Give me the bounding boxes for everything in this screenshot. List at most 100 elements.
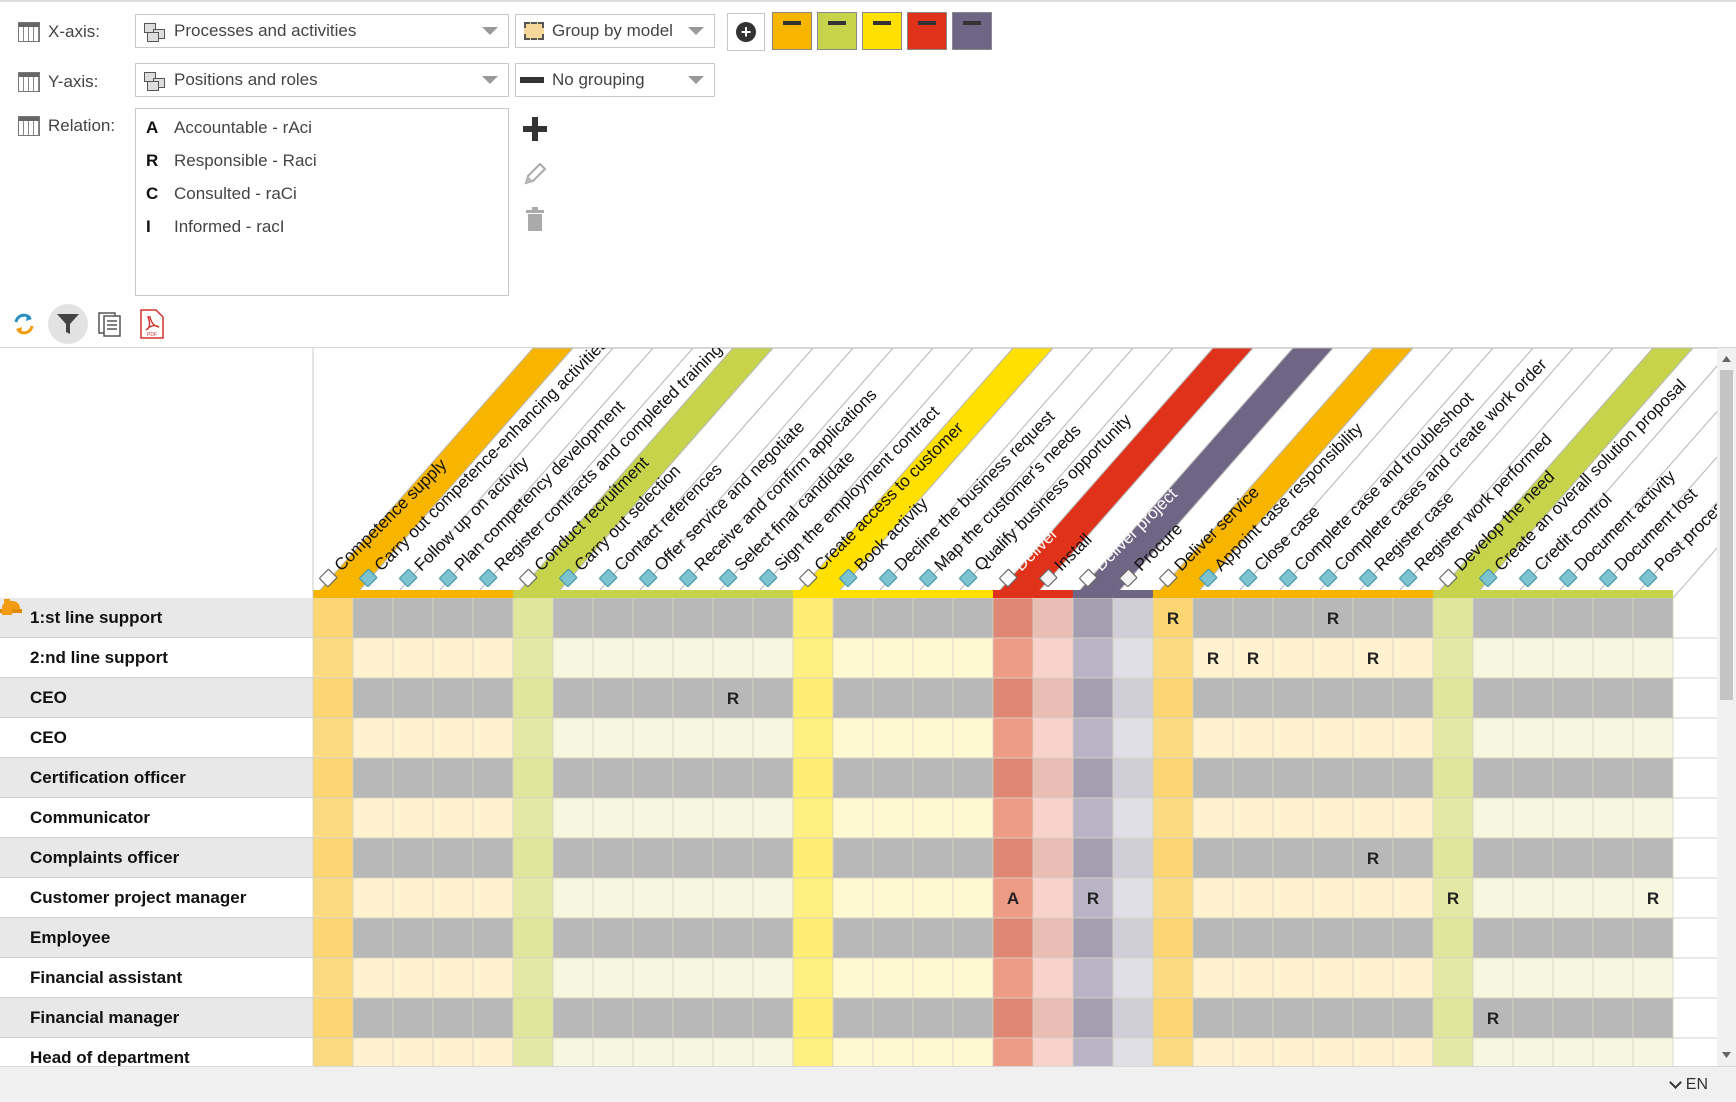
matrix-cell[interactable] — [752, 997, 794, 1039]
matrix-cell[interactable] — [1552, 598, 1594, 639]
matrix-cell[interactable] — [1032, 717, 1074, 759]
matrix-cell[interactable] — [752, 1037, 794, 1066]
matrix-cell[interactable] — [792, 717, 834, 759]
matrix-cell[interactable] — [512, 917, 554, 959]
matrix-cell[interactable] — [1392, 997, 1434, 1039]
color-swatch-red[interactable] — [907, 12, 947, 50]
matrix-cell[interactable] — [1272, 837, 1314, 879]
color-swatch-yellow[interactable] — [862, 12, 902, 50]
matrix-cell[interactable] — [672, 598, 714, 639]
matrix-cell[interactable] — [1472, 957, 1514, 999]
matrix-cell[interactable] — [1312, 797, 1354, 839]
matrix-cell[interactable] — [1312, 1037, 1354, 1066]
matrix-cell[interactable] — [472, 917, 514, 959]
matrix-cell[interactable] — [632, 598, 674, 639]
matrix-cell[interactable] — [1432, 757, 1474, 799]
matrix-cell[interactable] — [592, 717, 634, 759]
matrix-cell[interactable] — [912, 877, 954, 919]
matrix-cell[interactable] — [792, 957, 834, 999]
matrix-cell[interactable] — [392, 1037, 434, 1066]
matrix-cell[interactable] — [1192, 797, 1234, 839]
matrix-cell[interactable] — [392, 837, 434, 879]
matrix-cell[interactable] — [672, 917, 714, 959]
matrix-cell[interactable] — [1312, 837, 1354, 879]
matrix-cell[interactable] — [952, 877, 994, 919]
matrix-cell[interactable] — [1232, 837, 1274, 879]
matrix-cell[interactable] — [1432, 598, 1474, 639]
matrix-cell[interactable] — [592, 917, 634, 959]
matrix-cell[interactable] — [912, 957, 954, 999]
matrix-cell[interactable] — [512, 677, 554, 719]
matrix-cell[interactable] — [392, 757, 434, 799]
matrix-cell[interactable] — [1152, 837, 1194, 879]
matrix-cell[interactable] — [952, 997, 994, 1039]
matrix-cell[interactable] — [1432, 717, 1474, 759]
matrix-cell[interactable] — [952, 797, 994, 839]
matrix-cell[interactable] — [952, 637, 994, 679]
matrix-cell[interactable] — [1032, 957, 1074, 999]
matrix-cell[interactable] — [832, 837, 874, 879]
row-label[interactable]: Customer project manager — [0, 601, 313, 918]
matrix-cell[interactable] — [1152, 997, 1194, 1039]
row-label[interactable]: Head of department — [0, 599, 313, 1066]
matrix-cell[interactable] — [1192, 598, 1234, 639]
matrix-cell[interactable] — [1152, 757, 1194, 799]
matrix-cell[interactable] — [352, 677, 394, 719]
matrix-cell[interactable] — [992, 917, 1034, 959]
relation-item[interactable]: I Informed - racI — [146, 217, 285, 236]
matrix-cell[interactable] — [1472, 797, 1514, 839]
matrix-cell[interactable] — [1512, 1037, 1554, 1066]
matrix-cell[interactable] — [1032, 637, 1074, 679]
matrix-cell[interactable] — [392, 957, 434, 999]
matrix-cell[interactable] — [512, 797, 554, 839]
matrix-cell[interactable] — [1232, 997, 1274, 1039]
matrix-cell[interactable] — [512, 637, 554, 679]
matrix-cell[interactable] — [312, 917, 354, 959]
matrix-cell[interactable] — [1472, 637, 1514, 679]
matrix-cell[interactable] — [712, 837, 754, 879]
matrix-cell[interactable] — [1392, 637, 1434, 679]
matrix-cell[interactable] — [1312, 997, 1354, 1039]
matrix-cell[interactable] — [392, 677, 434, 719]
matrix-cell[interactable] — [1472, 837, 1514, 879]
matrix-cell[interactable] — [752, 917, 794, 959]
matrix-cell[interactable] — [952, 717, 994, 759]
matrix-cell[interactable] — [1352, 837, 1394, 879]
matrix-cell[interactable] — [312, 757, 354, 799]
matrix-cell[interactable] — [872, 598, 914, 639]
add-relation-button[interactable] — [520, 114, 550, 144]
filter-button[interactable] — [48, 304, 88, 344]
matrix-cell[interactable] — [432, 757, 474, 799]
matrix-cell[interactable] — [1472, 1037, 1514, 1066]
matrix-cell[interactable] — [552, 1037, 594, 1066]
matrix-cell[interactable] — [1112, 837, 1154, 879]
matrix-cell[interactable] — [1112, 877, 1154, 919]
matrix-cell[interactable] — [1432, 917, 1474, 959]
matrix-cell[interactable] — [672, 797, 714, 839]
matrix-cell[interactable] — [912, 717, 954, 759]
matrix-cell[interactable] — [512, 877, 554, 919]
matrix-cell[interactable] — [832, 877, 874, 919]
relation-item[interactable]: R Responsible - Raci — [146, 151, 317, 170]
matrix-cell[interactable] — [1272, 877, 1314, 919]
matrix-cell[interactable] — [872, 837, 914, 879]
matrix-cell[interactable] — [712, 677, 754, 719]
matrix-cell[interactable] — [792, 797, 834, 839]
matrix-cell[interactable] — [792, 877, 834, 919]
matrix-cell[interactable] — [752, 637, 794, 679]
matrix-cell[interactable] — [1392, 598, 1434, 639]
row-label[interactable]: Financial assistant — [0, 599, 313, 998]
matrix-cell[interactable] — [1432, 837, 1474, 879]
y-grouping-select[interactable]: No grouping — [515, 63, 715, 97]
matrix-cell[interactable] — [632, 717, 674, 759]
matrix-cell[interactable] — [1072, 957, 1114, 999]
scroll-down-icon[interactable] — [1722, 1052, 1731, 1058]
matrix-cell[interactable] — [1512, 917, 1554, 959]
matrix-cell[interactable] — [1472, 757, 1514, 799]
matrix-cell[interactable] — [392, 797, 434, 839]
matrix-cell[interactable] — [1312, 757, 1354, 799]
matrix-cell[interactable] — [1192, 997, 1234, 1039]
matrix-cell[interactable] — [1112, 637, 1154, 679]
matrix-cell[interactable] — [552, 797, 594, 839]
matrix-cell[interactable] — [792, 997, 834, 1039]
